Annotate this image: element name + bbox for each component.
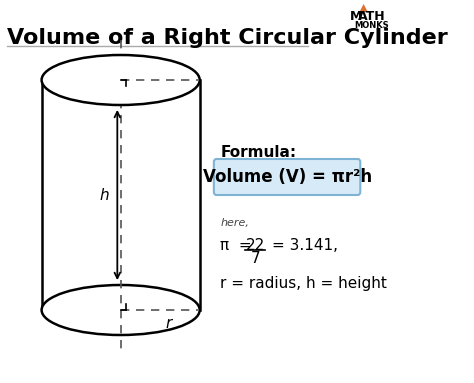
Text: M: M xyxy=(349,10,362,23)
Ellipse shape xyxy=(42,55,200,105)
Text: Formula:: Formula: xyxy=(220,145,297,160)
Text: MONKS: MONKS xyxy=(355,21,389,30)
Text: π  =: π = xyxy=(220,238,252,253)
FancyBboxPatch shape xyxy=(214,159,360,195)
Ellipse shape xyxy=(42,285,200,335)
Text: Volume of a Right Circular Cylinder: Volume of a Right Circular Cylinder xyxy=(7,28,447,48)
Text: = 3.141,: = 3.141, xyxy=(272,238,338,253)
Text: here,: here, xyxy=(220,218,249,228)
Polygon shape xyxy=(359,4,368,12)
Text: r: r xyxy=(165,316,172,332)
Text: 22: 22 xyxy=(246,238,265,253)
Text: 7: 7 xyxy=(251,251,260,266)
Text: Volume (V) = πr²h: Volume (V) = πr²h xyxy=(202,168,372,186)
Text: r: r xyxy=(165,59,172,74)
Text: h: h xyxy=(100,188,109,203)
Text: r = radius, h = height: r = radius, h = height xyxy=(220,276,387,291)
Text: ATH: ATH xyxy=(358,10,385,23)
